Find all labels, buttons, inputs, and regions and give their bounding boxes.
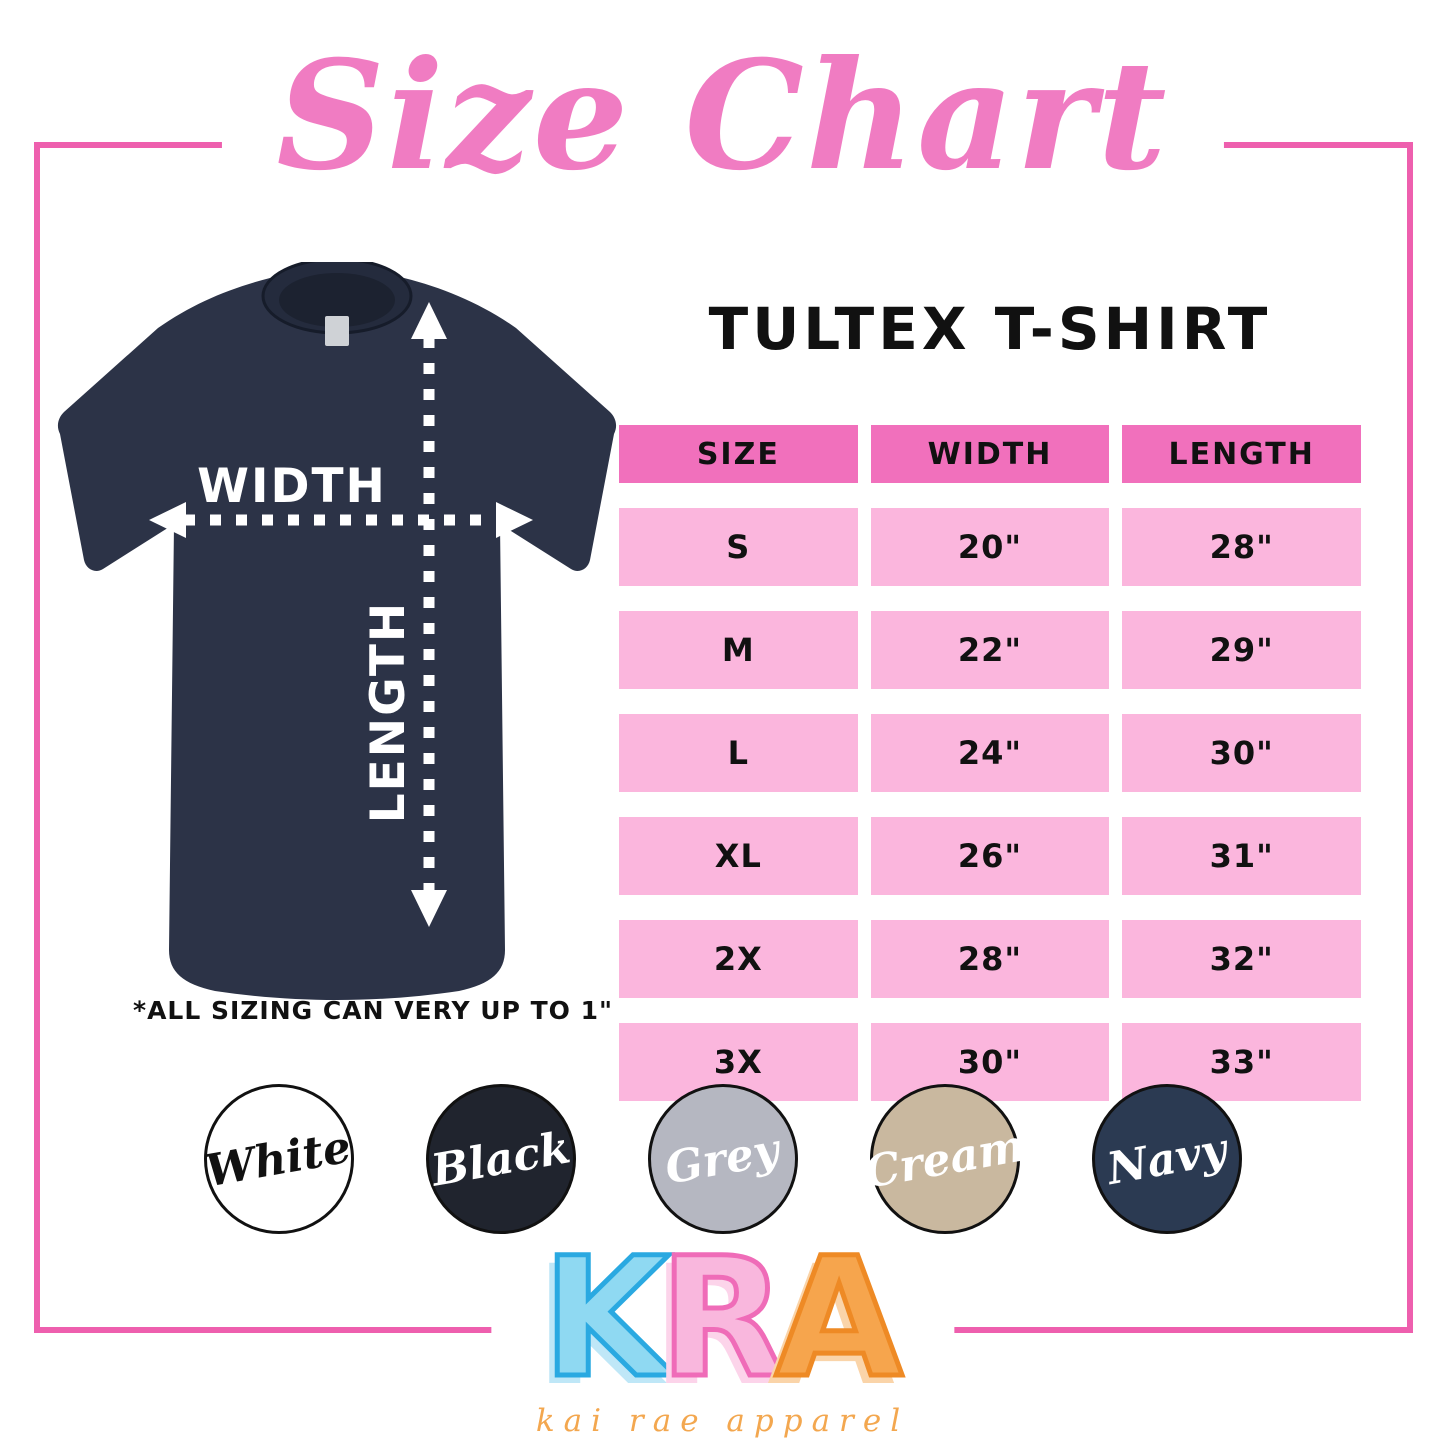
logo-letters: K R A: [536, 1222, 909, 1414]
table-cell: 32": [1122, 920, 1361, 998]
size-table: SIZE WIDTH LENGTH S 20" 28" M 22" 29" L …: [619, 425, 1361, 1101]
swatch-label: Black: [427, 1121, 574, 1197]
column-header-width: WIDTH: [870, 425, 1110, 483]
tshirt-measurement-diagram: WIDTH LENGTH: [52, 257, 622, 1007]
logo-tagline: kai rae apparel: [535, 1402, 910, 1439]
table-cell: 28": [870, 920, 1110, 998]
page-title: Size Chart: [276, 28, 1169, 204]
title-wrap: Size Chart: [221, 0, 1224, 233]
color-swatches: White Black Grey Cream Navy: [0, 1084, 1445, 1234]
table-cell: 22": [870, 611, 1110, 689]
logo-letter-a: A: [773, 1222, 906, 1414]
swatch-navy: Navy: [1091, 1084, 1242, 1234]
swatch-label: Cream: [860, 1119, 1029, 1199]
tshirt-body: [57, 278, 617, 1000]
swatch-label: Grey: [661, 1123, 784, 1195]
collar-inner: [279, 273, 395, 327]
swatch-cream: Cream: [861, 1084, 1028, 1234]
table-cell: 20": [870, 508, 1110, 586]
swatch-grey: Grey: [647, 1084, 798, 1234]
length-arrow: [411, 302, 447, 927]
sizing-note: *ALL SIZING CAN VERY UP TO 1": [133, 996, 614, 1025]
tshirt-illustration: WIDTH LENGTH: [57, 257, 617, 1000]
width-label: WIDTH: [197, 459, 387, 514]
table-cell: 2X: [619, 920, 858, 998]
table-cell: 30": [870, 1023, 1110, 1101]
table-cell: 24": [870, 714, 1110, 792]
swatch-label: Navy: [1103, 1123, 1230, 1195]
brand-logo: K R A kai rae apparel: [490, 1222, 955, 1445]
table-cell: 29": [1122, 611, 1361, 689]
swatch-black: Black: [425, 1084, 576, 1234]
neck-tag: [325, 316, 349, 346]
product-heading: TULTEX T-SHIRT: [708, 295, 1272, 363]
table-cell: L: [619, 714, 858, 792]
logo-letter-k: K: [540, 1222, 673, 1414]
table-cell: 33": [1122, 1023, 1361, 1101]
width-arrow: [149, 502, 533, 538]
column-header-length: LENGTH: [1122, 425, 1361, 483]
table-cell: M: [619, 611, 858, 689]
column-header-size: SIZE: [619, 425, 858, 483]
table-cell: 26": [870, 817, 1110, 895]
length-label: LENGTH: [361, 601, 416, 824]
table-cell: XL: [619, 817, 858, 895]
table-cell: 31": [1122, 817, 1361, 895]
table-cell: S: [619, 508, 858, 586]
logo-letter-r: R: [657, 1222, 789, 1414]
swatch-label: White: [201, 1121, 356, 1197]
table-cell: 28": [1122, 508, 1361, 586]
table-cell: 30": [1122, 714, 1361, 792]
swatch-white: White: [201, 1084, 356, 1234]
